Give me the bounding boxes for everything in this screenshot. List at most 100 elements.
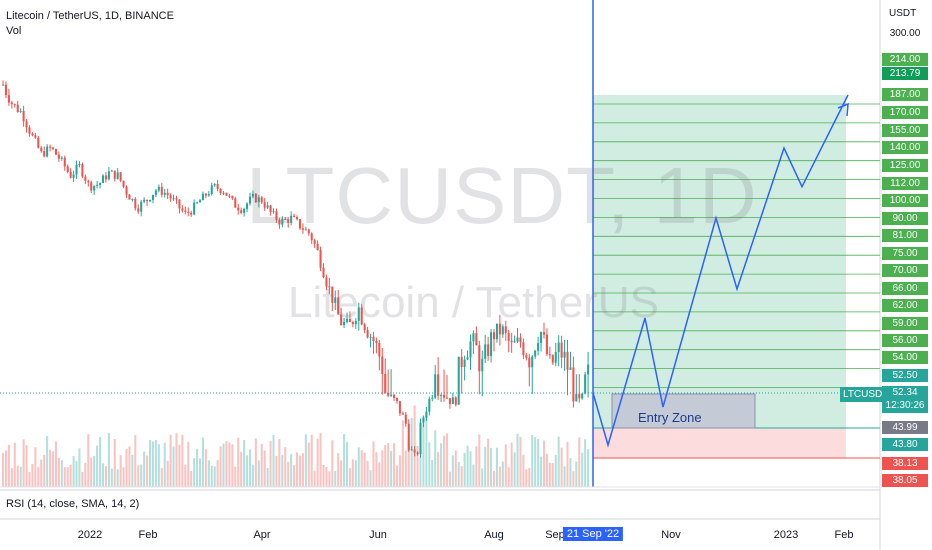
volume-bar (290, 454, 293, 487)
volume-bar (278, 439, 281, 487)
price-level-label[interactable]: 38.13 (882, 457, 928, 470)
price-level-label[interactable]: 140.00 (882, 141, 928, 154)
price-level-label[interactable]: 125.00 (882, 159, 928, 172)
volume-bar (451, 455, 454, 487)
volume-bar (328, 471, 331, 487)
volume-bar (25, 445, 28, 487)
volume-bar (269, 440, 272, 487)
price-level-label[interactable]: 38.05 (882, 474, 928, 487)
price-level-label[interactable]: 56.00 (882, 334, 928, 347)
price-level-label[interactable]: 43.80 (882, 438, 928, 451)
time-axis-tick: 2022 (77, 529, 103, 541)
volume-bar (393, 443, 396, 487)
candle-body (269, 205, 272, 213)
volume-bar (31, 463, 34, 487)
volume-bar (369, 470, 372, 487)
price-level-label[interactable]: 52.50 (882, 369, 928, 382)
candle-body (354, 320, 357, 325)
candle-body (266, 205, 269, 208)
price-level-label[interactable]: 81.00 (882, 229, 928, 242)
volume-bar (172, 446, 175, 487)
price-level-label[interactable]: 112.00 (882, 177, 928, 190)
candle-body (457, 356, 460, 405)
candle-body (66, 166, 69, 172)
volume-bar (348, 468, 351, 487)
volume-bar (2, 453, 5, 487)
candle-body (107, 171, 110, 180)
price-level-label[interactable]: 66.00 (882, 282, 928, 295)
volume-bar (237, 437, 240, 487)
price-level-label[interactable]: 62.00 (882, 299, 928, 312)
candle-body (466, 357, 469, 360)
candle-body (401, 413, 404, 415)
price-level-label[interactable]: 187.00 (882, 88, 928, 101)
volume-bar (178, 444, 181, 487)
volume-bar (575, 461, 578, 487)
watermark-symbol: LTCUSDT, 1D (246, 151, 758, 240)
volume-bar (254, 438, 257, 487)
candle-body (69, 171, 72, 178)
price-level-label[interactable]: 100.00 (882, 194, 928, 207)
volume-bar (163, 442, 166, 487)
candle-body (287, 219, 290, 223)
candle-body (410, 449, 413, 451)
candle-body (516, 337, 519, 342)
volume-bar (157, 444, 160, 487)
candle-body (178, 199, 181, 209)
volume-bar (584, 439, 587, 487)
price-level-label[interactable]: 213.79 (882, 67, 928, 80)
candle-body (357, 307, 360, 321)
volume-bar (219, 446, 222, 487)
volume-bar (234, 466, 237, 487)
price-level-label[interactable]: 155.00 (882, 124, 928, 137)
price-level-label[interactable]: 90.00 (882, 212, 928, 225)
candle-body (72, 174, 75, 178)
volume-bar (322, 464, 325, 487)
volume-bar (160, 468, 163, 487)
volume-bar (513, 452, 516, 487)
candle-body (293, 215, 296, 218)
volume-bar (69, 464, 72, 487)
price-level-label[interactable]: 170.00 (882, 106, 928, 119)
volume-bar (57, 457, 60, 487)
candle-body (587, 364, 590, 375)
candle-body (54, 149, 57, 155)
volume-bar (37, 467, 40, 487)
time-axis-tick: 2023 (773, 529, 799, 541)
candle-body (172, 198, 175, 200)
candle-body (96, 184, 99, 186)
candle-body (166, 192, 169, 196)
candle-body (572, 367, 575, 402)
price-level-label[interactable]: 59.00 (882, 317, 928, 330)
volume-bar (463, 452, 466, 487)
volume-bar (304, 434, 307, 487)
volume-bar (381, 450, 384, 487)
price-level-label[interactable]: 75.00 (882, 247, 928, 260)
candle-body (237, 207, 240, 211)
price-level-label[interactable]: 70.00 (882, 264, 928, 277)
volume-bar (193, 458, 196, 487)
candle-body (498, 323, 501, 335)
volume-bar (431, 460, 434, 487)
volume-bar (104, 466, 107, 487)
candle-body (175, 198, 178, 200)
candle-body (272, 211, 275, 213)
candle-body (28, 127, 31, 134)
candle-body (363, 324, 366, 331)
candle-body (81, 164, 84, 177)
price-level-label[interactable]: 43.99 (882, 421, 928, 434)
volume-bar (313, 470, 316, 487)
candle-body (434, 374, 437, 398)
rsi-indicator-label[interactable]: RSI (14, close, SMA, 14, 2) (6, 498, 140, 510)
volume-bar (198, 458, 202, 487)
volume-bar (581, 452, 584, 487)
candle-body (204, 193, 207, 196)
candle-body (307, 229, 310, 234)
volume-bar (196, 448, 199, 487)
volume-bar (19, 466, 22, 487)
price-level-label[interactable]: 214.00 (882, 53, 928, 66)
price-level-label[interactable]: 54.00 (882, 351, 928, 364)
time-axis-tick: Feb (138, 529, 158, 541)
volume-bar (246, 455, 249, 487)
